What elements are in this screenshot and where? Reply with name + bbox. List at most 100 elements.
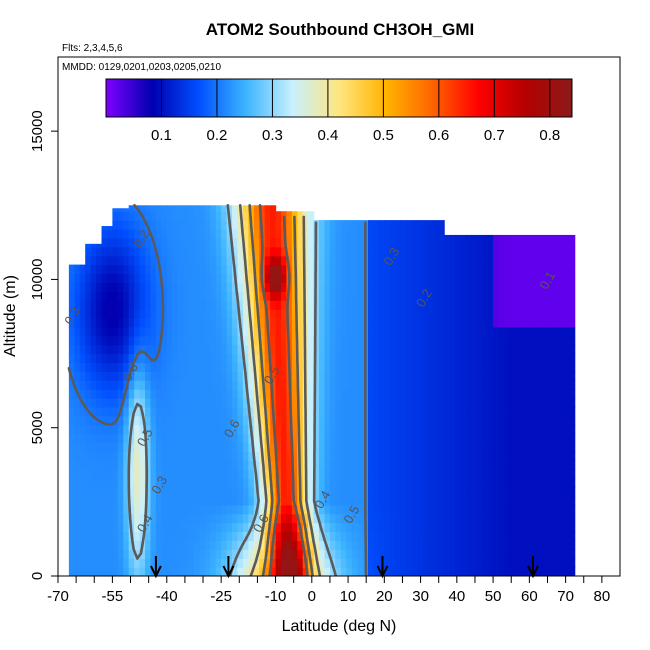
heatmap-cell xyxy=(563,326,570,337)
heatmap-cell xyxy=(68,487,75,497)
heatmap-cell xyxy=(487,415,494,426)
heatmap-cell xyxy=(85,353,92,364)
heatmap-cell xyxy=(172,229,179,239)
heatmap-cell xyxy=(264,220,271,230)
heatmap-cell xyxy=(183,522,190,533)
heatmap-cell xyxy=(384,451,391,461)
heatmap-cell xyxy=(525,246,532,257)
heatmap-cell xyxy=(177,237,184,248)
heatmap-cell xyxy=(166,513,173,524)
heatmap-cell xyxy=(204,282,211,292)
heatmap-cell xyxy=(493,469,500,479)
heatmap-cell xyxy=(455,424,462,435)
heatmap-cell xyxy=(101,226,108,230)
heatmap-cell xyxy=(291,442,298,453)
heatmap-cell xyxy=(221,469,228,479)
heatmap-cell xyxy=(329,220,336,230)
heatmap-cell xyxy=(128,398,135,408)
heatmap-cell xyxy=(455,362,462,372)
heatmap-cell xyxy=(193,220,201,230)
heatmap-cell xyxy=(329,326,336,337)
flights-note: Flts: 2,3,4,5,6 xyxy=(62,43,123,54)
heatmap-cell xyxy=(422,246,429,257)
heatmap-cell xyxy=(368,317,375,328)
heatmap-cell xyxy=(351,415,358,426)
heatmap-cell xyxy=(150,540,157,550)
heatmap-cell xyxy=(471,451,478,461)
heatmap-cell xyxy=(161,300,168,310)
heatmap-cell xyxy=(79,291,86,301)
heatmap-cell xyxy=(503,264,511,275)
heatmap-cell xyxy=(395,415,402,426)
heatmap-cell xyxy=(226,282,233,292)
heatmap-cell xyxy=(237,246,244,257)
heatmap-cell xyxy=(427,246,434,257)
heatmap-cell xyxy=(438,229,445,239)
heatmap-cell xyxy=(172,540,179,550)
heatmap-cell xyxy=(563,255,570,266)
heatmap-cell xyxy=(85,460,92,470)
heatmap-cell xyxy=(85,317,92,328)
heatmap-cell xyxy=(172,220,179,230)
heatmap-cell xyxy=(101,255,108,266)
heatmap-cell xyxy=(204,558,211,568)
heatmap-cell xyxy=(79,264,86,275)
heatmap-cell xyxy=(384,398,391,408)
heatmap-cell xyxy=(487,504,494,515)
heatmap-cell xyxy=(134,451,141,461)
heatmap-cell xyxy=(340,264,347,275)
heatmap-cell xyxy=(460,362,467,372)
heatmap-cell xyxy=(215,504,222,515)
heatmap-cell xyxy=(444,469,451,479)
heatmap-cell xyxy=(552,487,559,497)
heatmap-cell xyxy=(563,522,570,533)
heatmap-cell xyxy=(487,237,494,248)
heatmap-cell xyxy=(400,451,407,461)
heatmap-cell xyxy=(503,246,511,257)
heatmap-cell xyxy=(253,567,260,576)
heatmap-cell xyxy=(438,513,445,524)
heatmap-cell xyxy=(297,317,304,328)
heatmap-cell xyxy=(438,291,445,301)
heatmap-cell xyxy=(291,362,298,372)
heatmap-cell xyxy=(340,282,347,292)
heatmap-cell xyxy=(373,567,380,576)
heatmap-cell xyxy=(221,220,228,230)
heatmap-cell xyxy=(487,362,494,372)
heatmap-cell xyxy=(373,451,380,461)
heatmap-cell xyxy=(291,389,298,399)
heatmap-cell xyxy=(188,205,195,212)
contour-line xyxy=(67,204,368,576)
heatmap-cell xyxy=(368,229,375,239)
heatmap-cell xyxy=(351,406,358,417)
heatmap-cell xyxy=(449,558,456,568)
heatmap-cell xyxy=(275,273,282,283)
heatmap-cell xyxy=(90,335,97,346)
heatmap-cell xyxy=(106,344,113,355)
heatmap-cell xyxy=(313,513,320,524)
heatmap-cell xyxy=(384,442,391,453)
heatmap-cell xyxy=(482,522,489,533)
heatmap-cell xyxy=(253,433,260,444)
heatmap-cell xyxy=(329,513,336,524)
heatmap-cell xyxy=(221,273,228,283)
heatmap-cell xyxy=(411,326,418,337)
heatmap-cell xyxy=(123,309,130,319)
heatmap-cell xyxy=(340,220,347,230)
heatmap-cell xyxy=(503,513,511,524)
heatmap-cell xyxy=(139,389,146,399)
heatmap-cell xyxy=(569,264,576,275)
heatmap-cell xyxy=(128,291,135,301)
heatmap-cell xyxy=(183,246,190,257)
heatmap-cell xyxy=(465,487,472,497)
heatmap-cell xyxy=(552,335,559,346)
heatmap-cell xyxy=(117,229,124,239)
heatmap-cell xyxy=(210,353,217,364)
heatmap-cell xyxy=(357,495,364,506)
heatmap-cell xyxy=(123,513,130,524)
heatmap-cell xyxy=(368,326,375,337)
heatmap-cell xyxy=(525,255,532,266)
heatmap-cell xyxy=(378,291,385,301)
heatmap-cell xyxy=(139,309,146,319)
heatmap-cell xyxy=(79,478,86,488)
